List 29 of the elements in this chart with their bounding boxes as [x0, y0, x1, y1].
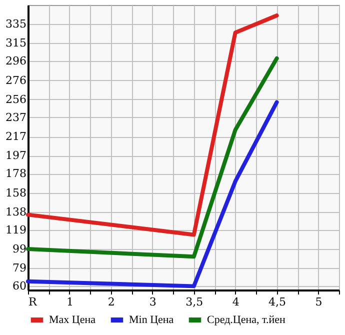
legend-label: Сред.Цена, т.йен	[207, 314, 286, 326]
x-tick-label: 3,5	[186, 296, 204, 308]
line-series	[26, 100, 279, 288]
y-tick-label: 138	[6, 205, 26, 218]
x-tick-label: 4	[232, 296, 240, 308]
y-tick-label: 276	[6, 74, 26, 87]
y-tick-label: 315	[6, 36, 26, 50]
y-tick-label: 256	[6, 92, 26, 106]
y-tick-label: 178	[6, 167, 26, 180]
x-tick-label: 2	[108, 296, 115, 308]
x-tick-label: 4,5	[268, 296, 286, 308]
y-tick-label: 335	[6, 18, 26, 31]
x-tick-label: 5	[315, 296, 322, 308]
y-tick-label: 217	[6, 130, 26, 144]
legend-label: Max Цена	[49, 314, 96, 326]
y-tick-label: 197	[6, 149, 26, 162]
x-tick-label: 3	[149, 296, 156, 308]
line-series	[26, 13, 279, 237]
x-tick-label: 1	[66, 296, 74, 308]
y-tick-label: 237	[6, 110, 26, 124]
y-tick-label: 119	[6, 223, 26, 236]
y-tick-label: 296	[6, 54, 26, 68]
legend-label: Min Цена	[129, 314, 174, 326]
y-tick-label: 99	[12, 242, 26, 256]
line-series	[26, 56, 279, 259]
y-tick-label: 79	[12, 262, 26, 275]
y-tick-label: 60	[12, 280, 26, 293]
y-tick-label: 158	[6, 186, 26, 200]
x-tick-label: R	[28, 296, 38, 308]
